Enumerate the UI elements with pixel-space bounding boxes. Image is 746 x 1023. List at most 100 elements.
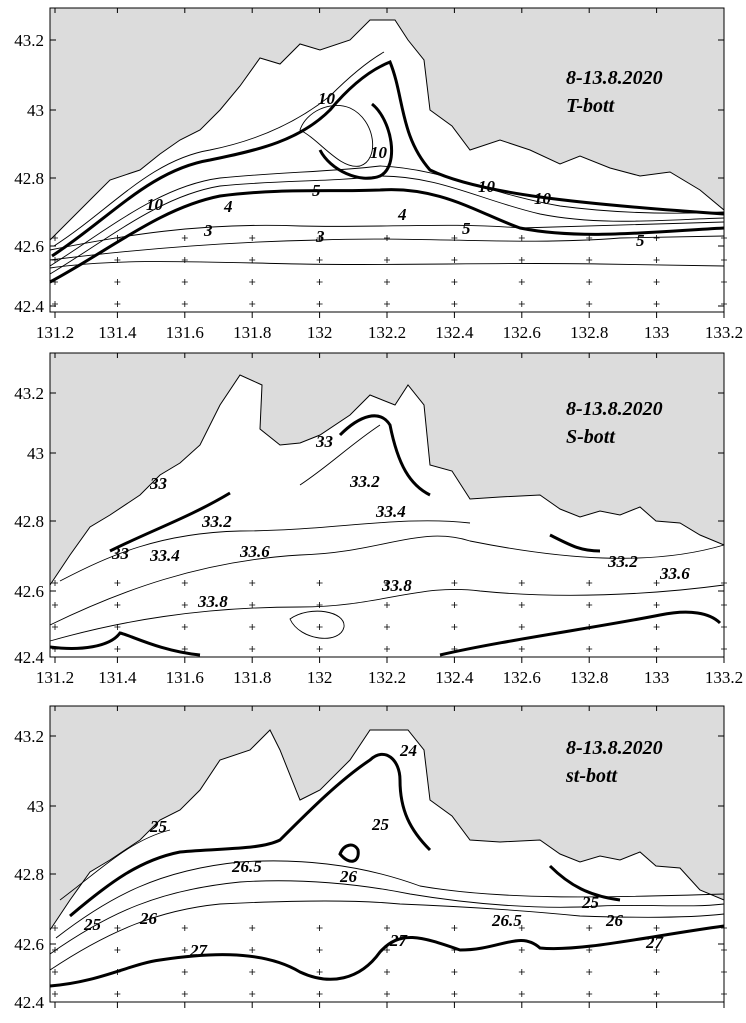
station-marker	[249, 301, 256, 307]
station-marker	[249, 602, 256, 608]
station-marker	[316, 279, 323, 285]
x-tick-label: 133.2	[705, 668, 743, 687]
station-marker	[586, 602, 593, 608]
station-marker	[653, 580, 660, 586]
station-marker	[384, 624, 390, 630]
station-marker	[249, 257, 256, 263]
contour-label: 5	[636, 231, 645, 250]
contour-labels: 24 25 25 26 26 25 25 26 26.5 26.5 27 27 …	[83, 741, 665, 960]
station-marker	[586, 580, 593, 586]
station-marker	[316, 235, 323, 241]
x-axis: 131.2 131.4 131.6 131.8 132 132.2 132.4 132.6 13…	[36, 8, 743, 342]
station-marker	[316, 947, 323, 953]
y-tick-label: 42.6	[14, 237, 44, 256]
contour-label: 5	[312, 181, 321, 200]
station-marker	[451, 624, 458, 630]
station-marker	[181, 301, 188, 307]
contour-label: 33	[111, 544, 130, 563]
station-marker	[316, 991, 323, 997]
station-marker	[52, 602, 58, 608]
contour-label: 4	[397, 205, 407, 224]
station-marker	[653, 235, 660, 241]
x-tick-label: 132.2	[368, 323, 406, 342]
y-tick-label: 43.2	[14, 727, 44, 746]
station-marker	[114, 301, 121, 307]
station-marker	[52, 969, 58, 975]
station-marker	[586, 969, 593, 975]
station-marker	[518, 602, 525, 608]
station-marker	[181, 602, 188, 608]
station-markers	[52, 235, 727, 307]
contour-lines	[49, 414, 725, 657]
station-marker	[249, 646, 256, 652]
station-marker	[114, 969, 121, 975]
y-tick-label: 43.2	[14, 384, 44, 403]
station-marker	[518, 646, 525, 652]
y-tick-label: 42.4	[14, 993, 44, 1012]
station-marker	[384, 925, 390, 931]
contour-label: 33.2	[349, 472, 380, 491]
panel-date: 8-13.8.2020	[566, 398, 663, 420]
station-marker	[316, 602, 323, 608]
y-tick-label: 42.8	[14, 865, 44, 884]
contour-label: 10	[370, 143, 388, 162]
station-marker	[586, 624, 593, 630]
station-marker	[384, 991, 390, 997]
station-marker	[451, 991, 458, 997]
temperature-bottom-map: 131.2 131.4 131.6 131.8 132 132.2 132.4 132.6 13…	[0, 0, 746, 345]
x-tick-label: 131.6	[166, 668, 204, 687]
station-marker	[181, 279, 188, 285]
map-panel-3: 43.2 43 42.8 42.6 42.4 8-13.8.2020 st-bott 2…	[14, 705, 727, 1012]
station-marker	[384, 947, 390, 953]
station-marker	[316, 257, 323, 263]
station-marker	[451, 969, 458, 975]
contour-label: 33.6	[659, 564, 690, 583]
contour-label: 10	[534, 189, 552, 208]
station-marker	[653, 646, 660, 652]
station-marker	[114, 624, 121, 630]
station-marker	[653, 947, 660, 953]
contour-label: 33.6	[239, 542, 270, 561]
contour-label: 33.4	[375, 502, 406, 521]
x-tick-label: 131.8	[233, 323, 271, 342]
contour-label: 10	[146, 195, 164, 214]
station-marker	[114, 925, 121, 931]
x-tick-label: 132	[307, 323, 333, 342]
station-marker	[316, 969, 323, 975]
contour-label: 26	[139, 909, 158, 928]
x-tick-label: 131.4	[98, 668, 137, 687]
station-marker	[52, 947, 58, 953]
station-marker	[586, 257, 593, 263]
y-axis: 43.2 43 42.8 42.6 42.4	[14, 727, 724, 1012]
x-tick-label: 133	[644, 668, 670, 687]
station-marker	[114, 279, 121, 285]
station-marker	[518, 947, 525, 953]
contour-label: 33.2	[201, 512, 232, 531]
station-marker	[586, 925, 593, 931]
station-marker	[181, 969, 188, 975]
contour-label: 3	[315, 227, 325, 246]
station-marker	[451, 235, 458, 241]
station-marker	[52, 235, 58, 241]
station-marker	[52, 580, 58, 586]
station-marker	[114, 235, 121, 241]
x-tick-label: 132.8	[570, 668, 608, 687]
station-marker	[249, 969, 256, 975]
station-marker	[52, 257, 58, 263]
station-marker	[653, 925, 660, 931]
contour-labels: 10 10 10 10 10 5 5 5 4 4 3 3	[146, 89, 645, 250]
station-marker	[653, 279, 660, 285]
contour-label: 10	[318, 89, 336, 108]
y-tick-label: 43	[27, 797, 44, 816]
station-marker	[249, 991, 256, 997]
y-axis: 43.2 43 42.8 42.6 42.4	[14, 384, 724, 667]
contour-label: 33.2	[607, 552, 638, 571]
station-marker	[316, 301, 323, 307]
y-tick-label: 42.8	[14, 512, 44, 531]
contour-label: 27	[189, 941, 209, 960]
station-marker	[518, 624, 525, 630]
x-tick-label: 132.6	[503, 323, 541, 342]
y-tick-label: 43	[27, 444, 44, 463]
x-tick-label: 132.6	[503, 668, 541, 687]
station-marker	[384, 279, 390, 285]
